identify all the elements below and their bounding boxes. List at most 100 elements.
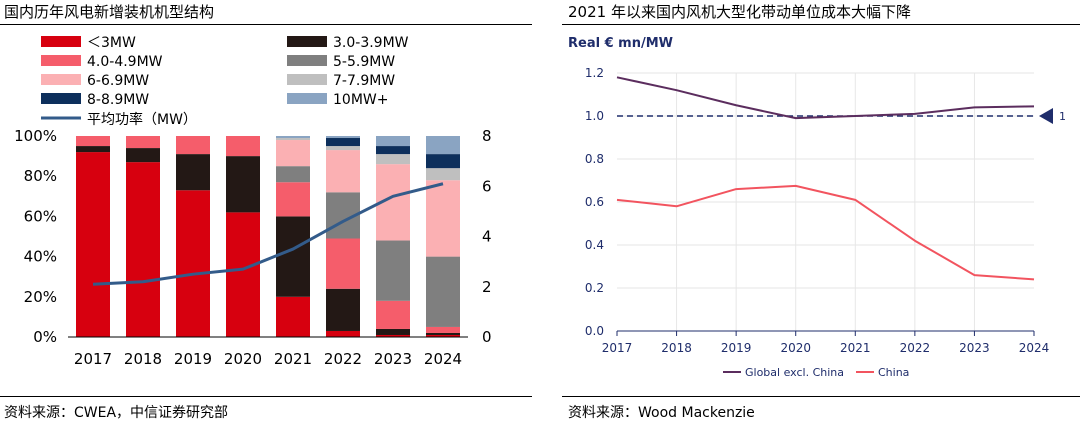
legend-label: Global excl. China	[745, 366, 844, 379]
bar-segment	[276, 216, 310, 297]
y-left-tick-label: 20%	[24, 288, 57, 306]
avg-power-line	[92, 182, 444, 286]
bar-segment	[376, 136, 410, 147]
bar-segment	[426, 168, 460, 181]
right-source-text: 资料来源：Wood Mackenzie	[568, 405, 755, 421]
bar-segment	[76, 136, 110, 147]
bar-segment	[376, 146, 410, 155]
series-line	[616, 76, 1035, 120]
line-chart: Real € mn/MW 0.0 0.2 0.4 0.6 0.8 1.0 1.2 2017 201…	[568, 36, 1066, 379]
right-title-rule	[562, 24, 1080, 25]
x-tick-label: 2020	[780, 341, 811, 355]
x-tick-label: 2021	[840, 341, 871, 355]
bar-segment	[376, 240, 410, 301]
bar-segment	[176, 136, 210, 155]
legend-label: 8-8.9MW	[87, 92, 149, 108]
y-right-tick-label: 8	[482, 127, 492, 145]
legend-label: 7-7.9MW	[333, 73, 395, 89]
bar-segment	[276, 138, 310, 141]
y-tick-label: 0.6	[585, 195, 604, 209]
y-left-tick-label: 100%	[14, 127, 57, 145]
x-tick-label: 2017	[602, 341, 633, 355]
bar-segment	[376, 328, 410, 335]
bar-segment	[376, 154, 410, 165]
x-tick-label: 2023	[959, 341, 990, 355]
legend-label: 3.0-3.9MW	[333, 35, 409, 51]
left-chart-panel: 国内历年风电新增装机机型结构 ＜3MW 3.0-3.9MW 4.0-4.9MW 5-5…	[0, 0, 532, 425]
y-left-tick-label: 80%	[24, 167, 57, 185]
y-axis-title: Real € mn/MW	[568, 36, 673, 51]
left-source-rule	[0, 396, 532, 397]
bar-segment	[176, 154, 210, 191]
bar-segment	[226, 136, 260, 157]
legend-label: China	[878, 366, 909, 379]
legend-swatch	[287, 74, 327, 85]
bar-segment	[326, 138, 360, 147]
legend-label: 6-6.9MW	[87, 73, 149, 89]
y-left-tick-label: 0%	[33, 328, 57, 346]
y-right-tick-label: 2	[482, 278, 492, 296]
bar-segment	[276, 140, 310, 167]
bar-segment	[326, 330, 360, 337]
right-chart-panel: 2021 年以来国内风机大型化带动单位成本大幅下降 Real € mn/MW 0.…	[562, 0, 1080, 425]
reference-marker	[1039, 108, 1053, 124]
y-tick-label: 0.2	[585, 281, 604, 295]
legend-label: 5-5.9MW	[333, 54, 395, 70]
bar-segment	[326, 146, 360, 151]
bar-segment	[276, 296, 310, 337]
bar-segment	[126, 148, 160, 163]
bar-segment	[126, 136, 160, 149]
y-left-tick-label: 40%	[24, 248, 57, 266]
bar-segment	[426, 334, 460, 337]
stacked-bar-chart: ＜3MW 3.0-3.9MW 4.0-4.9MW 5-5.9MW 6-6.9MW 7-7.…	[14, 35, 492, 368]
bar-segment	[176, 190, 210, 337]
y-right-tick-label: 0	[482, 328, 492, 346]
reference-label: 1	[1059, 110, 1066, 123]
bar-segment	[376, 334, 410, 337]
right-chart-title: 2021 年以来国内风机大型化带动单位成本大幅下降	[568, 3, 911, 21]
bar-segment	[426, 180, 460, 257]
bar-segment	[76, 146, 110, 153]
y-right-tick-label: 6	[482, 177, 492, 195]
bar-segment	[226, 156, 260, 213]
bar-segment	[376, 300, 410, 329]
legend-label: ＜3MW	[87, 35, 136, 51]
bar-segment	[76, 152, 110, 337]
x-tick-label: 2017	[74, 350, 112, 368]
legend-swatch	[41, 93, 81, 104]
y-tick-label: 1.0	[585, 109, 604, 123]
x-tick-label: 2022	[324, 350, 362, 368]
x-tick-label: 2018	[124, 350, 162, 368]
legend-label: 平均功率（MW）	[87, 111, 197, 128]
bar-segment	[276, 182, 310, 217]
x-tick-label: 2022	[900, 341, 931, 355]
bar-segment	[426, 154, 460, 169]
y-tick-label: 0.8	[585, 152, 604, 166]
series-line	[616, 184, 1035, 281]
x-tick-label: 2024	[424, 350, 462, 368]
bar-segment	[326, 238, 360, 289]
legend-label: 10MW+	[333, 92, 388, 108]
x-tick-label: 2024	[1019, 341, 1050, 355]
legend-swatch	[287, 93, 327, 104]
y-tick-label: 1.2	[585, 66, 604, 80]
x-tick-label: 2019	[721, 341, 752, 355]
legend-swatch	[287, 55, 327, 66]
legend-swatch	[41, 36, 81, 47]
left-source-text: 资料来源：CWEA，中信证券研究部	[4, 405, 229, 421]
left-chart-title: 国内历年风电新增装机机型结构	[4, 3, 215, 21]
x-tick-label: 2019	[174, 350, 212, 368]
left-title-rule	[0, 24, 532, 25]
y-left-tick-label: 60%	[24, 207, 57, 225]
y-tick-label: 0.4	[585, 238, 604, 252]
y-right-tick-label: 4	[482, 228, 492, 246]
x-tick-label: 2023	[374, 350, 412, 368]
bar-segment	[326, 150, 360, 193]
bar-segment	[426, 256, 460, 327]
legend-swatch	[287, 36, 327, 47]
bar-segment	[326, 288, 360, 331]
x-tick-label: 2021	[274, 350, 312, 368]
bar-segment	[326, 136, 360, 139]
bar-segment	[426, 136, 460, 155]
x-tick-label: 2020	[224, 350, 262, 368]
